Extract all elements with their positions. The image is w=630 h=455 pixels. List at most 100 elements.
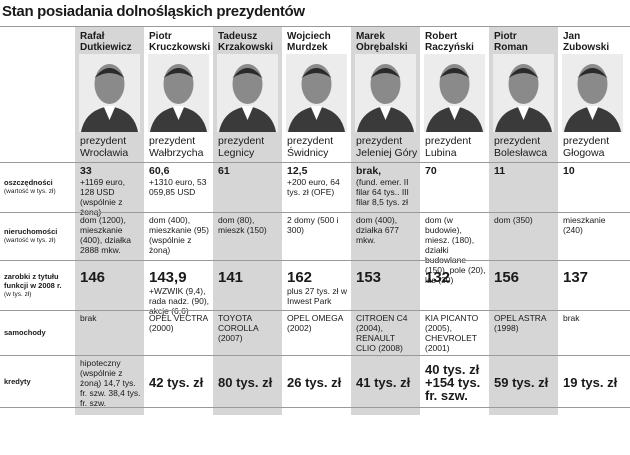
role-line: prezydent	[80, 135, 127, 147]
table-cell: brak	[75, 310, 144, 355]
cell-detail: +1310 euro, 53 059,85 USD	[149, 177, 207, 197]
cell-value: 42 tys. zł	[149, 375, 204, 390]
table-cell: 40 tys. zł +154 tys. fr. szw.	[420, 355, 489, 407]
role-line: Głogowa	[563, 147, 605, 159]
cell-value: 61	[218, 165, 230, 177]
cell-detail: brak	[563, 313, 580, 323]
cell-value: 80 tys. zł	[218, 375, 273, 390]
name-line: Dutkiewicz	[80, 42, 132, 53]
person-role: prezydent Bolesławca	[489, 135, 558, 159]
table-cell: 156	[489, 260, 558, 310]
table-cell: 2 domy (500 i 300)	[282, 212, 351, 260]
row-label-text: oszczędności	[4, 178, 53, 187]
role-line: Lubina	[425, 147, 457, 159]
cell-detail: +WZWIK (9,4), rada nadz. (90), akcje (6,…	[149, 286, 210, 316]
table-cell: 146	[75, 260, 144, 310]
cell-detail: OPEL VECTRA (2000)	[149, 313, 208, 333]
cell-detail: KIA PICANTO (2005), CHEVROLET (2001)	[425, 313, 479, 353]
table-cell: 143,9 +WZWIK (9,4), rada nadz. (90), akcj…	[144, 260, 213, 317]
table-cell: 132	[420, 260, 489, 310]
person-role: prezydent Wrocławia	[75, 135, 144, 159]
cell-detail: TOYOTA COROLLA (2007)	[218, 313, 259, 343]
table-cell: 33 +1169 euro, 128 USD (wspólnie z żoną)	[75, 162, 144, 217]
cell-detail: dom (80), mieszk (150)	[218, 215, 267, 235]
cell-detail: CITROEN C4 (2004), RENAULT CLIO (2008)	[356, 313, 408, 353]
role-line: prezydent	[218, 135, 265, 147]
cell-detail: dom (350)	[494, 215, 533, 225]
cell-detail: dom (1200), mieszkanie (400), działka 28…	[80, 215, 132, 255]
photo	[217, 54, 278, 132]
table-cell: brak, (fund. emer. II filar 64 tys.. III …	[351, 162, 420, 212]
row-label-note: (wartość w tys. zł)	[4, 237, 56, 244]
cell-value: 141	[218, 269, 244, 286]
cell-value: 60,6	[149, 165, 170, 177]
cell-value: 70	[425, 165, 437, 177]
cell-value: 146	[80, 269, 106, 286]
portrait	[148, 54, 209, 132]
cell-detail: +200 euro, 64 tys. zł (OFE)	[287, 177, 340, 197]
table-cell: dom (400), działka 677 mkw.	[351, 212, 420, 260]
role-line: prezydent	[425, 135, 472, 147]
photo	[148, 54, 209, 132]
table-cell: CITROEN C4 (2004), RENAULT CLIO (2008)	[351, 310, 420, 355]
portrait	[562, 54, 623, 132]
row-label-text: nieruchomości	[4, 227, 58, 236]
role-line: prezydent	[287, 135, 334, 147]
person-name: Piotr Kruczkowski	[144, 31, 213, 53]
person-name: Marek Obrębalski	[351, 31, 420, 53]
cell-value: 137	[563, 269, 589, 286]
photo	[562, 54, 623, 132]
table-cell: dom (80), mieszk (150)	[213, 212, 282, 260]
table-cell: 59 tys. zł	[489, 355, 558, 407]
role-line: Wałbrzycha	[149, 147, 204, 159]
row-divider	[0, 310, 630, 311]
table-cell: hipoteczny (wspólnie z żoną) 14,7 tys. f…	[75, 355, 144, 408]
role-line: prezydent	[149, 135, 196, 147]
table-cell: 26 tys. zł	[282, 355, 351, 407]
table-cell: dom (350)	[489, 212, 558, 260]
name-line: Piotr	[494, 31, 517, 42]
cell-detail: OPEL OMEGA (2002)	[287, 313, 343, 333]
name-line: Murdzek	[287, 42, 328, 53]
table-cell: 141	[213, 260, 282, 310]
role-line: Wrocławia	[80, 147, 129, 159]
cell-value: 19 tys. zł	[563, 375, 618, 390]
person-name: Jan Zubowski	[558, 31, 627, 53]
role-line: Bolesławca	[494, 147, 548, 159]
table-cell: 60,6 +1310 euro, 53 059,85 USD	[144, 162, 213, 212]
cell-detail: 2 domy (500 i 300)	[287, 215, 339, 235]
person-role: prezydent Wałbrzycha	[144, 135, 213, 159]
table-cell: TOYOTA COROLLA (2007)	[213, 310, 282, 355]
row-label: samochody	[0, 310, 75, 355]
person-name: Rafał Dutkiewicz	[75, 31, 144, 53]
role-line: prezydent	[356, 135, 403, 147]
cell-value: 26 tys. zł	[287, 375, 342, 390]
row-divider	[0, 212, 630, 213]
photo	[286, 54, 347, 132]
row-label-text: samochody	[4, 328, 46, 337]
table-cell: OPEL VECTRA (2000)	[144, 310, 213, 355]
table-cell: 153	[351, 260, 420, 310]
cell-value: 40 tys. zł +154 tys. fr. szw.	[425, 362, 481, 403]
cell-value: 10	[563, 165, 575, 177]
cell-value: 59 tys. zł	[494, 375, 549, 390]
cell-value: 156	[494, 269, 520, 286]
table-cell: 137	[558, 260, 627, 310]
table-cell: mieszkanie (240)	[558, 212, 627, 260]
portrait	[355, 54, 416, 132]
table-cell: KIA PICANTO (2005), CHEVROLET (2001)	[420, 310, 489, 355]
row-divider	[0, 407, 630, 408]
table-cell: 162 plus 27 tys. zł w Inwest Park	[282, 260, 351, 310]
portrait	[424, 54, 485, 132]
photo	[79, 54, 140, 132]
person-role: prezydent Głogowa	[558, 135, 627, 159]
role-line: Jeleniej Góry	[356, 147, 418, 159]
cell-value: 33	[80, 165, 92, 177]
person-name: Wojciech Murdzek	[282, 31, 351, 53]
table-cell: 10	[558, 162, 627, 212]
person-name: Tadeusz Krzakowski	[213, 31, 282, 53]
cell-detail: dom (400), działka 677 mkw.	[356, 215, 400, 245]
person-role: prezydent Jeleniej Góry	[351, 135, 420, 159]
table-cell: 42 tys. zł	[144, 355, 213, 407]
